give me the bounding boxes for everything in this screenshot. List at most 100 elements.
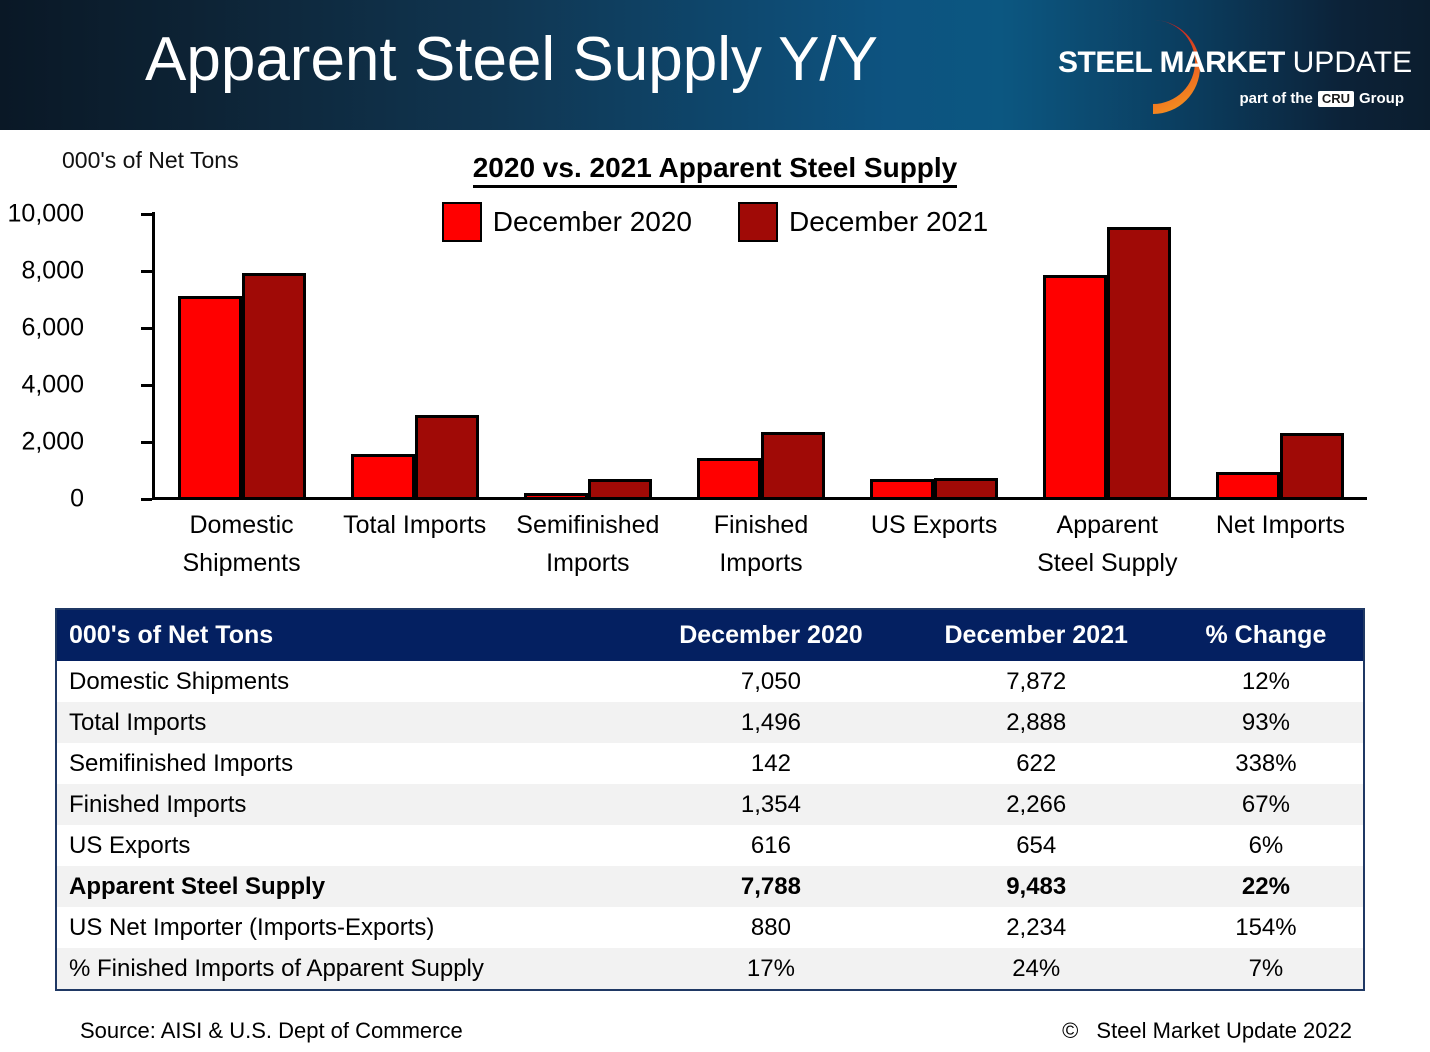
x-axis-label-line: Domestic	[189, 511, 294, 539]
y-tick-label: 4,000	[21, 370, 84, 399]
logo-word-update: UPDATE	[1292, 46, 1413, 79]
table-cell-dec2020: 7,050	[740, 667, 801, 695]
table-cell-change: 22%	[1168, 866, 1363, 907]
y-tick-label: 2,000	[21, 427, 84, 456]
bar-2020	[1216, 471, 1281, 497]
chart-units-label: 000's of Net Tons	[62, 147, 239, 173]
bar-2021	[414, 414, 479, 497]
copyright-symbol: ©	[1062, 1018, 1079, 1043]
y-tick-mark	[141, 384, 152, 387]
bar-2020	[870, 479, 935, 497]
summary-table: 000's of Net Tons December 2020 December…	[55, 608, 1365, 991]
table-header-units: 000's of Net Tons	[57, 610, 639, 661]
legend-item-2020: December 2020	[441, 202, 692, 242]
x-axis-label: US Exports	[848, 506, 1021, 582]
steel-market-update-logo: STEEL MARKET UPDATE part of the CRU Grou…	[1042, 12, 1412, 120]
table-header-dec2020: December 2020	[638, 610, 904, 661]
chart-title-text: 2020 vs. 2021 Apparent Steel Supply	[472, 152, 958, 188]
bar-group	[1021, 212, 1194, 497]
legend-swatch-2020	[441, 202, 482, 242]
table-row: Total Imports 1,496 2,888 93%	[57, 702, 1363, 743]
x-axis-label-line: Semifinished	[516, 511, 660, 539]
table-header-dec2021: December 2021	[903, 610, 1169, 661]
x-axis-label-line: Steel Supply	[1037, 549, 1178, 577]
table-cell-label: Apparent Steel Supply	[57, 866, 639, 907]
x-axis-label-line: Net Imports	[1215, 511, 1346, 539]
table-cell-change: 67%	[1168, 784, 1363, 825]
table-cell-dec2021: 7,872	[1006, 667, 1067, 695]
table-cell-dec2020: 880	[750, 913, 791, 941]
x-axis-label: Semifinished Imports	[501, 506, 674, 582]
table-cell-dec2021: 654	[1016, 831, 1057, 859]
header-banner: Apparent Steel Supply Y/Y STEEL MARKET U…	[0, 0, 1430, 130]
copyright-text: Steel Market Update 2022	[1096, 1018, 1352, 1043]
y-tick-label: 8,000	[21, 256, 84, 285]
table-row: Apparent Steel Supply 7,788 9,483 22%	[57, 866, 1363, 907]
table-cell-dec2021: 2,234	[1006, 913, 1067, 941]
bar-2020	[696, 458, 761, 497]
x-axis-label-line: Apparent	[1056, 511, 1158, 539]
bar-group	[674, 212, 847, 497]
table-row: Finished Imports 1,354 2,266 67%	[57, 784, 1363, 825]
x-axis-label: Domestic Shipments	[155, 506, 328, 582]
page-title: Apparent Steel Supply Y/Y	[145, 25, 879, 94]
x-axis-label: Total Imports	[328, 506, 501, 582]
legend-label-2020: December 2020	[492, 206, 692, 237]
bar-group	[328, 212, 501, 497]
bar-group	[155, 212, 328, 497]
chart-region: 000's of Net Tons 2020 vs. 2021 Apparent…	[0, 130, 1430, 600]
table-row: % Finished Imports of Apparent Supply 17%…	[57, 948, 1363, 989]
chart-legend: December 2020 December 2021	[0, 202, 1430, 242]
table-cell-label: Finished Imports	[57, 784, 639, 825]
table-cell-change: 6%	[1248, 831, 1284, 859]
table-cell-change: 154%	[1235, 913, 1297, 941]
logo-wordmark: STEEL MARKET UPDATE	[1058, 48, 1412, 78]
bar-2020	[523, 492, 588, 497]
legend-label-2021: December 2021	[789, 206, 989, 237]
table-cell-dec2020: 1,496	[638, 702, 904, 743]
table-cell-dec2020: 17%	[638, 948, 904, 989]
y-tick-mark	[141, 327, 152, 330]
y-tick-label: 6,000	[21, 313, 84, 342]
x-axis-label: Apparent Steel Supply	[1021, 506, 1194, 582]
footer: Source: AISI & U.S. Dept of Commerce © St…	[0, 1008, 1430, 1052]
logo-tagline-prefix: part of the	[1239, 90, 1313, 107]
table-cell-label: Semifinished Imports	[69, 749, 294, 777]
table-row: US Exports 616 654 6%	[57, 825, 1363, 866]
y-tick-mark	[141, 498, 152, 501]
y-tick-label: 0	[70, 484, 84, 513]
table-row: US Net Importer (Imports-Exports) 880 2,23…	[57, 907, 1363, 948]
bar-group	[1194, 212, 1367, 497]
table-cell-change: 12%	[1241, 667, 1290, 695]
bar-2020	[350, 454, 415, 497]
footer-source: Source: AISI & U.S. Dept of Commerce	[80, 1018, 463, 1043]
table-cell-dec2021: 24%	[903, 948, 1169, 989]
table-cell-dec2021: 2,266	[903, 784, 1169, 825]
bar-2020	[177, 296, 242, 497]
y-tick-label: 10,000	[7, 199, 84, 228]
x-axis-line	[152, 497, 1367, 500]
logo-tagline: part of the CRU Group	[1239, 90, 1404, 107]
table-row: Semifinished Imports 142 622 338%	[57, 743, 1363, 784]
bar-2021	[241, 272, 306, 497]
table-cell-label: Total Imports	[57, 702, 639, 743]
x-axis-label: Net Imports	[1194, 506, 1367, 582]
table-cell-change: 7%	[1168, 948, 1363, 989]
y-tick-mark	[141, 270, 152, 273]
table-cell-label: US Exports	[69, 831, 191, 859]
bar-2021	[587, 479, 652, 497]
bar-group	[848, 212, 1021, 497]
logo-word-market: MARKET	[1159, 46, 1293, 79]
x-axis-label-line: Imports	[719, 549, 803, 577]
crescent-ring-icon	[1153, 20, 1201, 114]
footer-copyright: © Steel Market Update 2022	[1062, 1018, 1352, 1044]
bar-groups	[155, 212, 1367, 497]
chart-title: 2020 vs. 2021 Apparent Steel Supply	[0, 152, 1430, 188]
bar-group	[501, 212, 674, 497]
table-cell-label: US Net Importer (Imports-Exports)	[69, 913, 435, 941]
table-cell-dec2020: 142	[750, 749, 791, 777]
x-axis-label-line: US Exports	[870, 511, 998, 539]
table-cell-dec2021: 622	[1016, 749, 1057, 777]
cru-badge: CRU	[1317, 90, 1354, 107]
y-axis-line	[152, 212, 155, 500]
